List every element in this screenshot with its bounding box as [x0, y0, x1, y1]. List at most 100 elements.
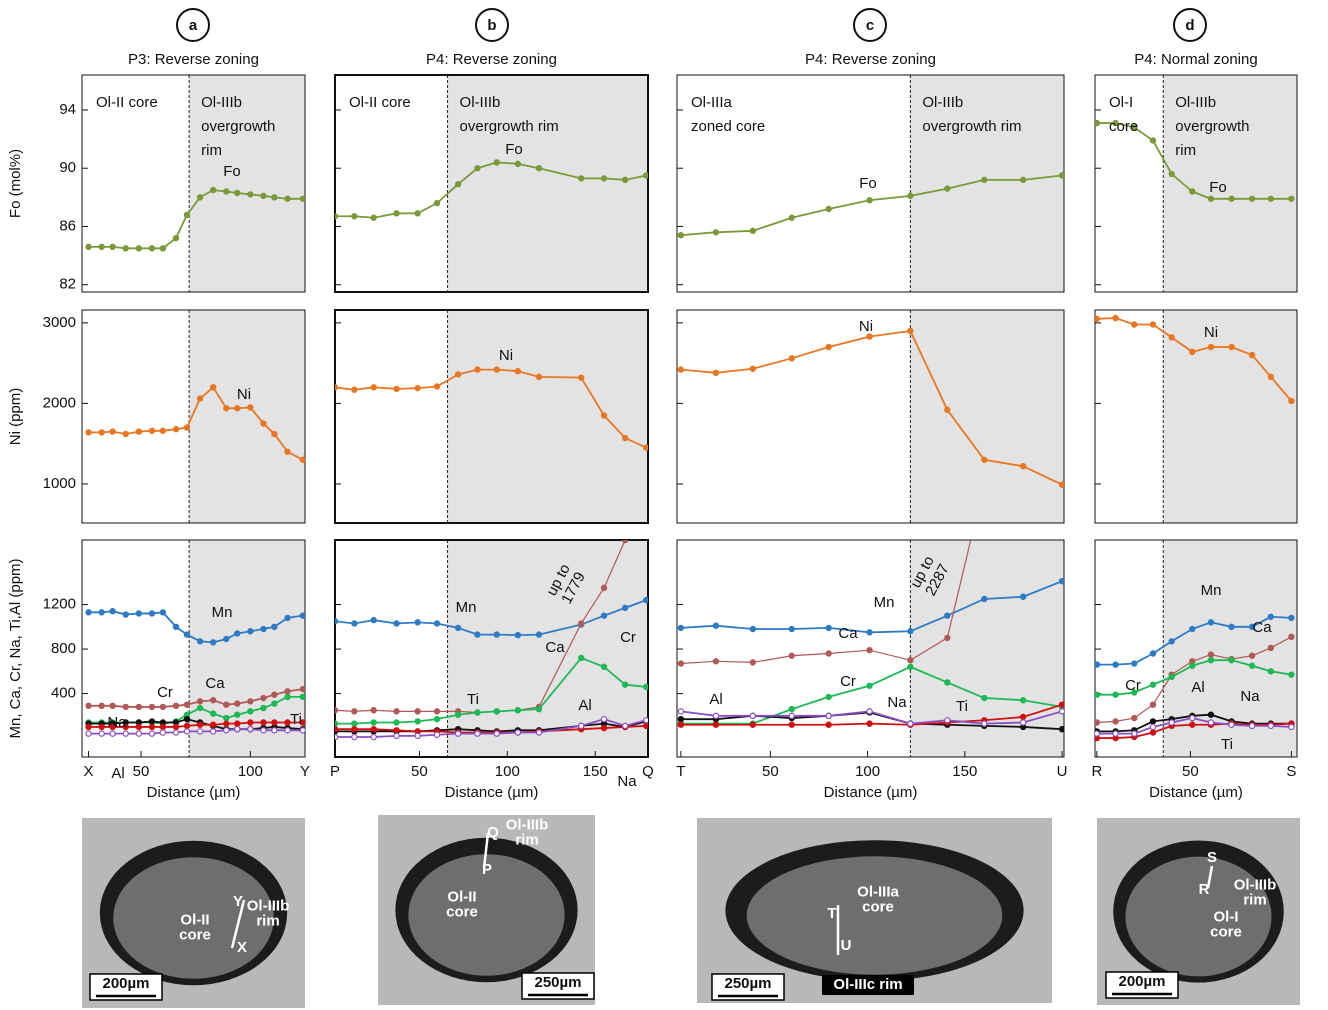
x-tick-label: 50: [1182, 763, 1199, 780]
data-point: [351, 720, 358, 727]
data-point: [712, 721, 720, 728]
panel-frame: [334, 309, 649, 524]
data-point: [271, 623, 278, 631]
micrograph-label: rim: [515, 831, 538, 848]
data-point: [577, 620, 585, 627]
data-point: [1131, 730, 1138, 737]
series-label: Fo: [505, 141, 523, 158]
data-point: [183, 631, 191, 638]
data-point: [600, 412, 608, 419]
data-point: [600, 715, 608, 723]
data-point: [159, 245, 167, 252]
data-point: [135, 245, 143, 252]
data-point: [866, 629, 873, 636]
label-box: [822, 975, 914, 995]
zone-shading: [910, 310, 1064, 523]
series-label: Mn: [212, 604, 233, 621]
zone-label: Ol-II core: [96, 94, 158, 111]
plot-area: [677, 172, 1064, 239]
data-point: [1149, 723, 1157, 731]
data-point: [148, 723, 156, 731]
plot-area: [1095, 119, 1295, 202]
data-point: [1228, 623, 1235, 631]
scale-label: 250µm: [534, 974, 581, 991]
micrograph-label: rim: [256, 912, 279, 929]
crystal-core: [113, 857, 274, 979]
series-label: Ti: [1221, 736, 1233, 753]
data-point: [370, 214, 377, 221]
series-line: [335, 540, 626, 714]
zone-shading: [1163, 75, 1297, 292]
data-point: [600, 612, 608, 619]
series-label: Fo: [223, 163, 241, 180]
data-point: [351, 733, 358, 741]
data-point: [749, 365, 757, 372]
data-point: [260, 704, 267, 712]
traverse-line: [1206, 865, 1214, 889]
data-point: [135, 730, 143, 737]
x-tick-label: 100: [855, 763, 880, 780]
series-label: Mn: [874, 594, 895, 611]
zone-shading: [1163, 310, 1297, 523]
series-label: Al: [709, 691, 722, 708]
data-point: [907, 663, 914, 671]
data-point: [370, 719, 377, 726]
data-point: [234, 405, 241, 412]
data-point: [600, 724, 608, 732]
data-point: [122, 430, 129, 438]
series-label: Ca: [1252, 619, 1272, 636]
data-point: [825, 712, 832, 720]
data-point: [1112, 314, 1119, 322]
data-point: [135, 723, 143, 731]
micrograph-label: rim: [1243, 891, 1266, 908]
data-point: [493, 159, 500, 166]
series-label: Al: [578, 697, 591, 714]
data-point: [577, 374, 585, 381]
data-point: [514, 729, 522, 736]
data-point: [370, 384, 377, 391]
data-point: [643, 596, 648, 604]
data-point: [981, 456, 988, 463]
data-point: [493, 631, 500, 638]
data-point: [788, 214, 795, 221]
panel-title: P3: Reverse zoning: [128, 51, 259, 68]
data-point: [299, 456, 305, 463]
data-point: [866, 646, 873, 654]
data-point: [493, 366, 500, 373]
data-point: [514, 160, 522, 168]
micrograph-label: Ol-I: [1214, 908, 1239, 925]
data-point: [299, 685, 305, 693]
data-point: [474, 165, 481, 172]
data-point: [621, 434, 629, 442]
data-point: [907, 327, 914, 335]
data-point: [712, 229, 720, 236]
data-point: [1019, 697, 1027, 704]
data-point: [393, 620, 400, 627]
data-point: [196, 721, 204, 728]
zone-label: Ol-IIIb: [460, 94, 501, 111]
data-point: [825, 205, 832, 213]
data-point: [1112, 119, 1119, 127]
data-point: [1095, 315, 1101, 323]
micrograph-label: core: [1210, 923, 1242, 940]
micrograph-label: core: [446, 903, 478, 920]
micrograph-label: Ol-IIIc rim: [833, 976, 902, 993]
data-point: [393, 385, 400, 393]
data-point: [643, 444, 648, 451]
data-point: [122, 245, 129, 252]
data-point: [414, 210, 421, 217]
data-point: [1207, 343, 1215, 351]
data-point: [1207, 656, 1215, 664]
series-label: Ni: [499, 347, 513, 364]
data-point: [223, 727, 230, 734]
data-point: [335, 213, 339, 220]
data-point: [944, 634, 951, 642]
data-point: [271, 700, 278, 707]
y-tick-label: 2000: [43, 394, 76, 411]
zone-label: core: [1109, 118, 1138, 135]
data-point: [981, 694, 988, 702]
panel-badge: [176, 8, 210, 42]
zone-shading: [910, 75, 1064, 292]
plot-area: [335, 540, 648, 741]
data-point: [1207, 195, 1215, 202]
